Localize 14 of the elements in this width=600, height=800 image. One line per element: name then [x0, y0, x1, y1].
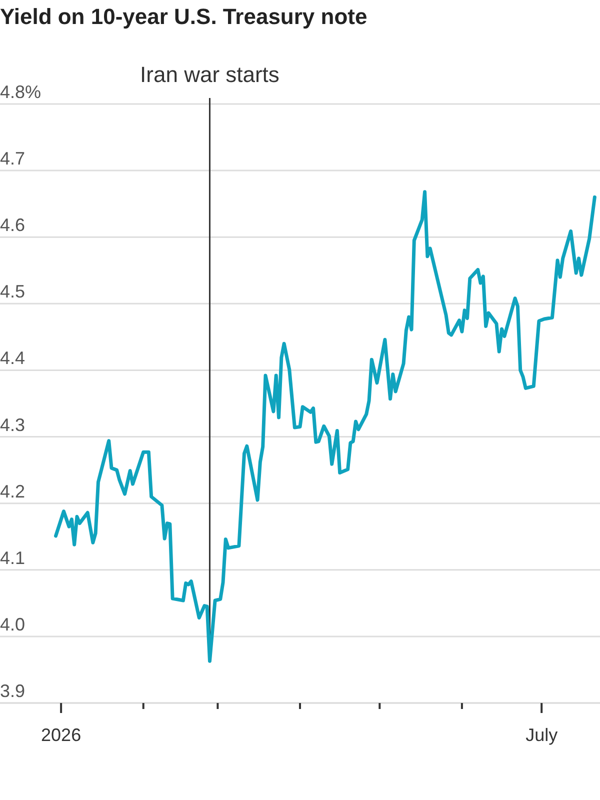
y-tick-label: 4.0: [0, 614, 26, 634]
chart-title: Yield on 10-year U.S. Treasury note: [0, 4, 368, 29]
y-tick-label: 4.7: [0, 148, 26, 169]
y-tick-label: 4.8%: [0, 82, 42, 102]
ref-line-label: Iran war starts: [140, 62, 280, 87]
y-tick-label: 4.4: [0, 348, 26, 368]
y-tick-label: 3.9: [0, 681, 26, 701]
y-tick-label: 4.3: [0, 414, 26, 435]
y-tick-label: 4.5: [0, 282, 26, 302]
y-tick-label: 4.1: [0, 548, 26, 568]
y-tick-label: 4.6: [0, 215, 26, 236]
x-tick-label: 2026: [41, 725, 82, 745]
x-tick-label: July: [526, 725, 558, 745]
y-tick-label: 4.2: [0, 481, 26, 502]
